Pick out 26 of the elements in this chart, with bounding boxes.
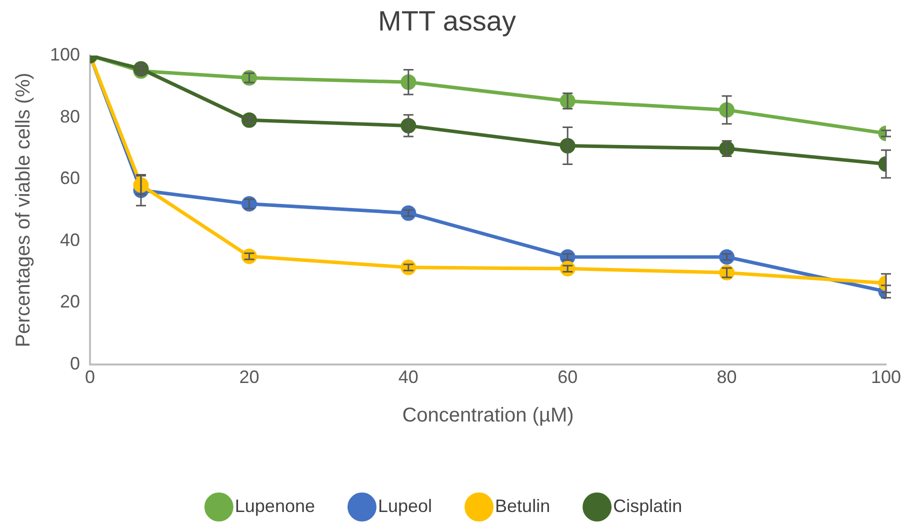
point: [719, 249, 735, 265]
point: [400, 205, 416, 221]
point: [241, 112, 257, 128]
point: [241, 248, 257, 264]
x-tick-label: 60: [558, 367, 578, 388]
y-axis-title: Percentages of viable cells (%): [12, 72, 35, 348]
chart-title: MTT assay: [378, 6, 516, 37]
x-tick-label: 40: [398, 367, 418, 388]
y-tick-label: 100: [50, 44, 80, 65]
x-axis-title: Concentration (µM): [402, 404, 574, 427]
legend-label: Lupeol: [378, 496, 432, 516]
y-tick-label: 20: [60, 292, 80, 312]
x-tick-label: 100: [870, 367, 902, 388]
y-tick-label: 0: [70, 353, 80, 374]
point: [400, 260, 416, 276]
legend-label: Cisplatin: [613, 496, 682, 516]
legend-label: Lupenone: [234, 496, 315, 516]
x-tick-label: 80: [716, 367, 737, 388]
x-tick-label: 0: [85, 367, 96, 388]
legend-label: Betulin: [495, 496, 550, 516]
y-tick-label: 40: [60, 230, 80, 250]
point: [560, 249, 576, 265]
y-tick-label: 60: [60, 168, 80, 188]
y-tick-label: 80: [60, 106, 80, 126]
point: [560, 260, 576, 276]
x-tick-label: 20: [239, 367, 260, 388]
